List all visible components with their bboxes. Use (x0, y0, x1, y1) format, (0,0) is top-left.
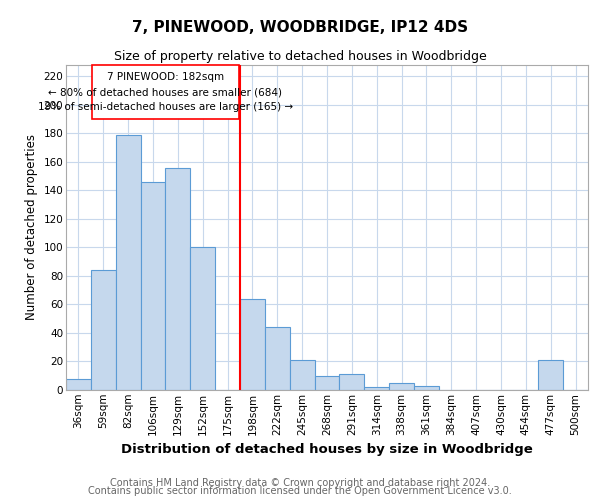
Bar (414, 386, 439, 390)
Bar (364, 387, 389, 390)
Bar (290, 360, 314, 390)
Bar (265, 328, 290, 390)
Bar (240, 299, 265, 390)
Text: Contains public sector information licensed under the Open Government Licence v3: Contains public sector information licen… (88, 486, 512, 496)
Text: Contains HM Land Registry data © Crown copyright and database right 2024.: Contains HM Land Registry data © Crown c… (110, 478, 490, 488)
Bar (314, 376, 340, 390)
Bar (116, 135, 140, 390)
Y-axis label: Number of detached properties: Number of detached properties (25, 134, 38, 320)
Bar (538, 360, 563, 390)
Text: 7 PINEWOOD: 182sqm
← 80% of detached houses are smaller (684)
19% of semi-detach: 7 PINEWOOD: 182sqm ← 80% of detached hou… (38, 72, 293, 112)
FancyBboxPatch shape (92, 65, 239, 119)
Bar (190, 248, 215, 390)
Bar (166, 168, 190, 390)
Bar (389, 383, 414, 390)
X-axis label: Distribution of detached houses by size in Woodbridge: Distribution of detached houses by size … (121, 443, 533, 456)
Text: 7, PINEWOOD, WOODBRIDGE, IP12 4DS: 7, PINEWOOD, WOODBRIDGE, IP12 4DS (132, 20, 468, 35)
Bar (140, 182, 166, 390)
Text: Size of property relative to detached houses in Woodbridge: Size of property relative to detached ho… (113, 50, 487, 63)
Bar (340, 374, 364, 390)
Bar (91, 270, 116, 390)
Bar (66, 378, 91, 390)
